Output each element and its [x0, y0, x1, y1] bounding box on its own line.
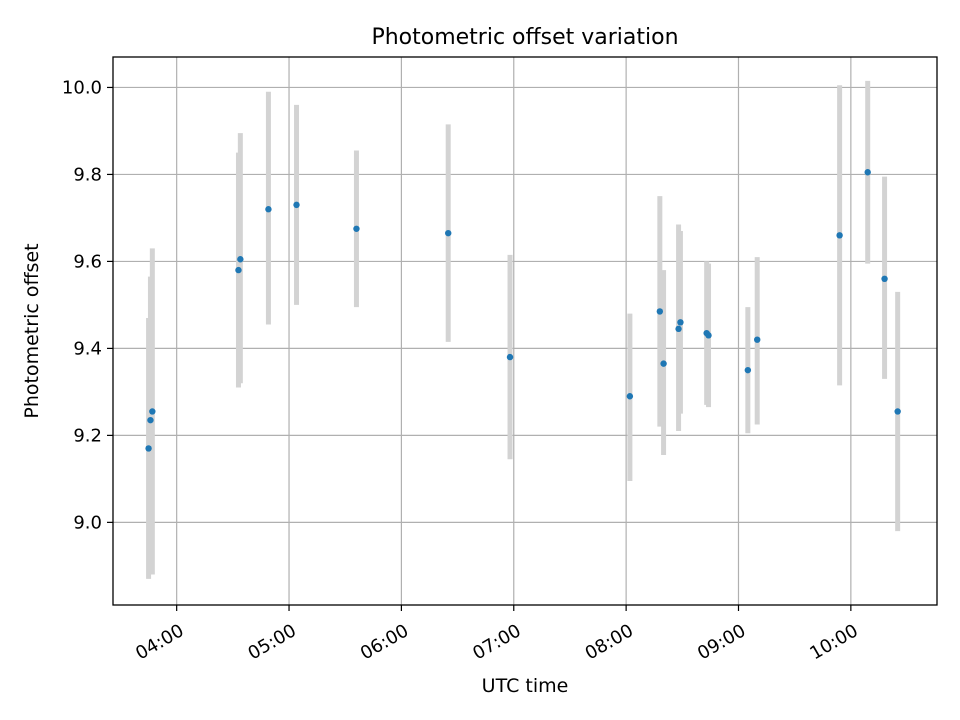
data-point	[145, 445, 152, 452]
y-axis: 9.0 9.2 9.4 9.6 9.8 10.0	[62, 77, 113, 533]
data-point	[293, 201, 300, 209]
data-point	[754, 336, 761, 343]
data-point	[705, 332, 712, 339]
data-point	[235, 266, 242, 274]
data-point	[265, 206, 272, 213]
data-point	[626, 393, 634, 400]
grid	[113, 57, 937, 605]
data-point	[656, 308, 664, 315]
plot-frame	[112, 56, 938, 606]
data-point	[237, 256, 244, 263]
data-point	[677, 319, 684, 326]
y-tick-label: 9.2	[73, 425, 102, 446]
data-point	[506, 353, 514, 361]
y-tick-label: 9.0	[73, 512, 102, 533]
y-tick-label: 10.0	[62, 77, 102, 98]
data-point	[675, 325, 682, 333]
chart-title: Photometric offset variation	[371, 25, 678, 50]
data-point	[660, 360, 667, 367]
data-point	[864, 169, 871, 176]
y-tick-label: 9.6	[73, 251, 102, 272]
data-point	[147, 416, 154, 424]
data-point	[744, 366, 752, 374]
data-point	[881, 275, 888, 283]
data-point	[894, 408, 901, 415]
x-axis-title: UTC time	[482, 675, 569, 697]
data-point	[445, 229, 452, 237]
data-point	[836, 232, 843, 239]
y-tick-label: 9.8	[73, 164, 102, 185]
y-tick-label: 9.4	[73, 338, 102, 359]
data-points	[145, 169, 901, 452]
y-axis-title: Photometric offset	[21, 243, 43, 418]
data-point	[149, 408, 156, 415]
data-point	[353, 225, 360, 232]
